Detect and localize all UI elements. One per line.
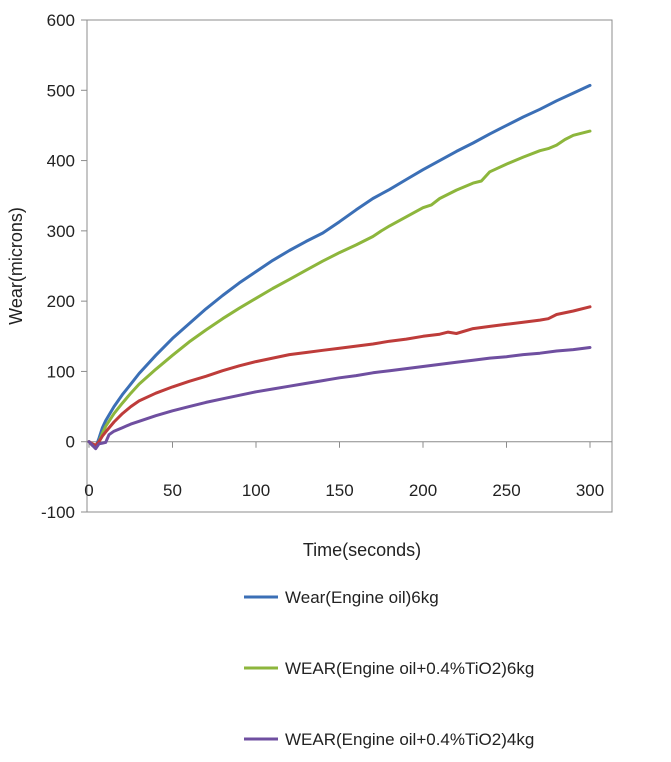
series-line-4 bbox=[87, 346, 592, 451]
x-tick-label: 100 bbox=[242, 481, 270, 500]
y-tick-label: 300 bbox=[47, 222, 75, 241]
plot-border bbox=[86, 19, 613, 513]
y-tick-label: 0 bbox=[66, 433, 75, 452]
legend-label-1: Wear(Engine oil)6kg bbox=[285, 588, 439, 607]
series-lines bbox=[87, 83, 592, 451]
x-tick-label: 250 bbox=[492, 481, 520, 500]
series-line-3 bbox=[87, 305, 592, 447]
y-tick-label: 500 bbox=[47, 81, 75, 100]
x-tick-label: 300 bbox=[576, 481, 604, 500]
series-line-1 bbox=[87, 83, 592, 449]
y-axis-ticks: -100 0 100 200 300 400 500 600 bbox=[41, 11, 87, 522]
plot-area bbox=[86, 19, 613, 513]
x-tick-label: 200 bbox=[409, 481, 437, 500]
legend: Wear(Engine oil)6kg WEAR(Engine oil+0.4%T… bbox=[244, 588, 534, 749]
y-tick-label: 400 bbox=[47, 152, 75, 171]
legend-label-2: WEAR(Engine oil+0.4%TiO2)6kg bbox=[285, 659, 534, 678]
x-tick-label: 0 bbox=[84, 481, 93, 500]
y-tick-label: 600 bbox=[47, 11, 75, 30]
y-tick-label: 200 bbox=[47, 292, 75, 311]
series-line-2 bbox=[87, 129, 592, 449]
y-tick-label: -100 bbox=[41, 503, 75, 522]
x-tick-label: 50 bbox=[163, 481, 182, 500]
y-axis-title: Wear(microns) bbox=[6, 207, 26, 325]
x-axis-ticks: 0 50 100 150 200 250 300 bbox=[84, 441, 604, 500]
x-tick-label: 150 bbox=[325, 481, 353, 500]
x-axis-title: Time(seconds) bbox=[303, 540, 421, 560]
y-tick-label: 100 bbox=[47, 362, 75, 381]
legend-label-3: WEAR(Engine oil+0.4%TiO2)4kg bbox=[285, 730, 534, 749]
